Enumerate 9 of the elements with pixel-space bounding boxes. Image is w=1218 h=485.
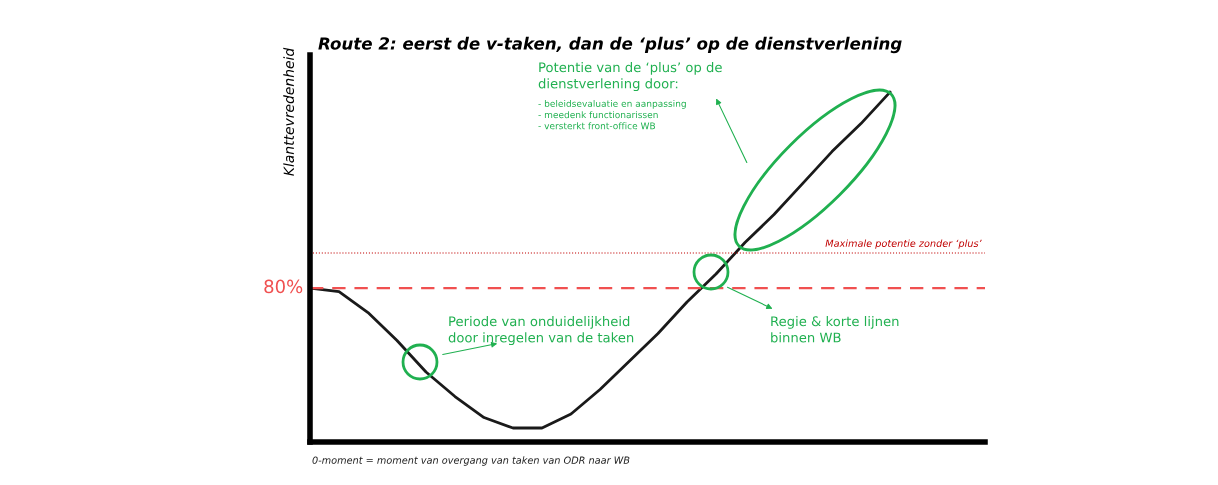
chart-title: Route 2: eerst de v-taken, dan de ‘plus’ op de dienstverlening [318, 36, 902, 54]
annotation: Regie & korte lijnen binnen WB [771, 316, 899, 343]
text: Potentie van de ‘plus’ op de dienstverlening door: [538, 62, 722, 92]
annotation: - beleidsevaluatie en aanpassing - meedenk functionarissen - versterkt front-office WB [538, 100, 686, 130]
text: 0-moment = moment van overgang van taken van ODR naar WB [312, 456, 630, 466]
y-axis-title: Klanttevredenheid [283, 47, 295, 176]
ref-line-label: Maximale potentie zonder ‘plus’ [825, 239, 982, 249]
annotation: 80% [264, 279, 303, 294]
annotation: Periode van onduidelijkheid door inregelen van de taken [448, 316, 634, 346]
